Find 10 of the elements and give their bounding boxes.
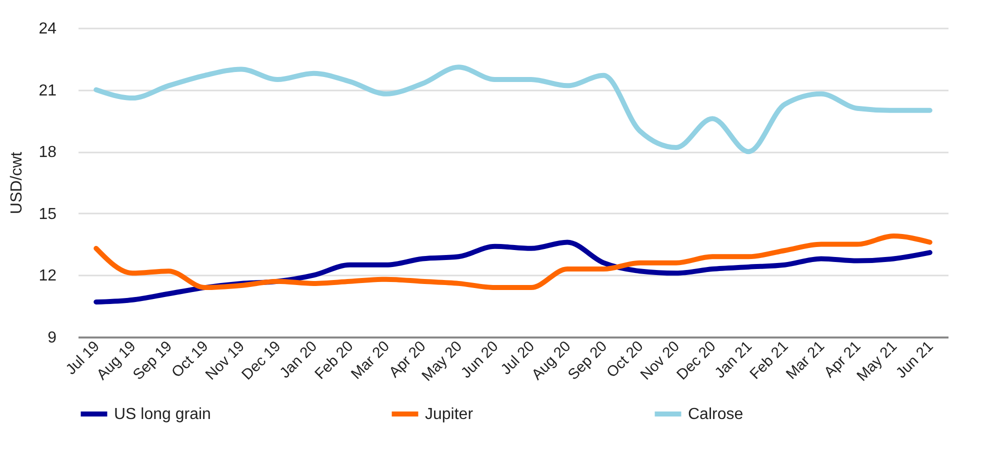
y-tick-label: 24	[38, 20, 57, 38]
y-tick-label: 21	[38, 82, 57, 100]
y-tick-label: 12	[38, 268, 57, 285]
y-tick-label: 18	[38, 144, 57, 162]
y-tick-label: 9	[48, 330, 57, 346]
y-axis-title: USD/cwt	[8, 151, 26, 214]
y-tick-label: 15	[38, 206, 57, 223]
legend-label: Jupiter	[425, 406, 474, 423]
legend-label: US long grain	[114, 406, 211, 423]
legend-label: Calrose	[688, 406, 744, 423]
